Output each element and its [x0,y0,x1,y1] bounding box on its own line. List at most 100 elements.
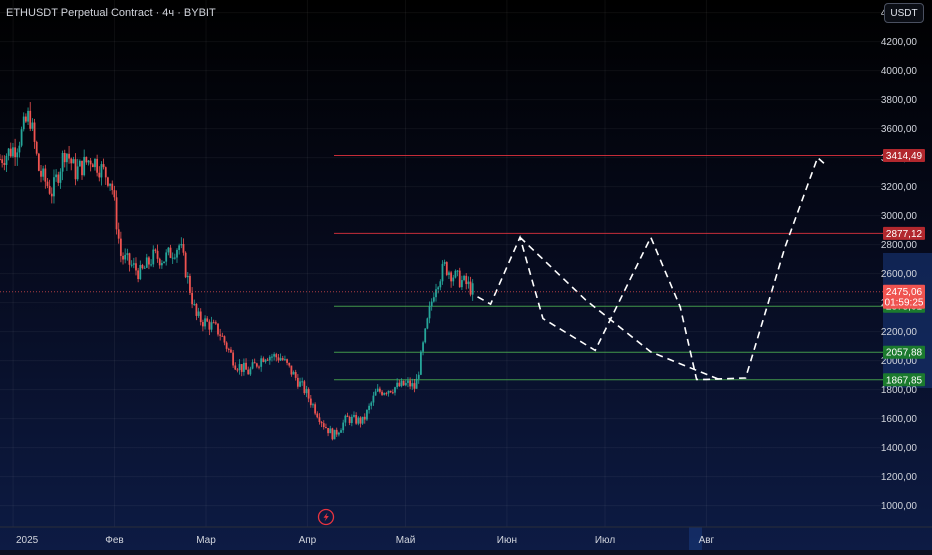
projection-drawing[interactable] [477,156,825,382]
symbol-title: ETHUSDT Perpetual Contract · 4ч · BYBIT [6,7,216,19]
candle-body [307,389,310,399]
candle-body [150,264,152,266]
candle-body [169,247,172,258]
candle-body [234,365,237,370]
last-price-tag-bg [883,284,925,309]
candle-body [83,156,86,176]
candle-body [452,277,455,282]
candle-body [31,122,34,129]
candle-body [238,364,241,371]
candle-body [37,153,40,171]
candle-body [385,393,388,395]
candle-body [98,172,101,178]
candle-body [76,166,79,180]
candle-body [217,323,219,335]
candle-body [305,389,308,394]
candle-body [143,267,146,269]
candle-body [266,359,269,361]
candle-body [210,322,213,330]
candle-body [353,415,355,417]
candle-body [145,257,148,268]
candle-body [396,382,399,388]
candle-body [268,356,271,361]
last-price-label: 2475,06 [886,287,923,298]
candle-body [292,372,295,375]
candle-body [240,364,243,372]
candle-body [342,422,345,431]
candle-body [102,164,105,168]
candle-body [275,354,278,358]
candle-body [61,152,64,172]
candle-body [443,262,446,264]
candle-body [253,362,256,364]
candle-body [309,398,312,406]
candle-body [376,388,379,392]
candle-body [374,391,377,396]
candle-body [191,292,194,305]
candle-body [301,381,304,383]
candle-body [223,336,226,343]
candle-body [469,281,472,295]
candle-body [165,252,168,262]
candle-body [214,322,217,324]
candle-body [154,249,157,251]
candle-body [57,174,60,183]
candle-body [186,275,189,278]
candle-body [348,417,351,423]
lightning-icon[interactable] [317,508,335,526]
candle-body [435,289,437,298]
candle-body [372,395,375,403]
time-axis[interactable]: 2025 Фев Мар Апр Май Июн Июл Авг [0,526,932,546]
candle-body [22,116,25,130]
candle-body [219,334,222,336]
time-axis-highlight [689,527,702,550]
candle-body [111,183,114,191]
currency-button[interactable]: USDT [884,3,924,23]
candle-body [5,155,8,165]
time-tick-label: Фев [105,535,123,546]
candle-body [422,342,424,352]
candle-body [404,382,407,386]
candle-body [316,413,319,418]
level-label-bg [883,345,925,359]
candle-body [206,318,209,322]
candle-body [327,427,329,434]
candle-body [402,380,405,386]
candle-body [299,381,301,387]
candle-body [333,429,336,440]
candle-body [426,318,429,329]
candle-body [273,354,276,357]
candle-body [128,253,131,265]
candle-body [178,245,181,250]
candle-body [366,410,368,420]
candle-body [413,383,416,389]
candle-body [296,377,299,387]
level-label: 1867,85 [886,375,923,386]
candle-body [0,159,1,161]
candle-body [322,423,325,428]
candle-body [94,158,96,168]
candle-body [50,193,53,197]
candle-body [400,380,403,387]
candle-body [320,421,323,424]
price-axis[interactable]: 4400,004200,004000,003800,003600,003400,… [881,8,918,512]
candle-body [184,252,187,278]
candle-body [407,380,409,383]
candle-body [286,359,288,363]
price-tick-label: 1200,00 [881,472,918,483]
candlesticks [0,102,474,441]
candle-body [243,362,245,372]
candle-body [260,358,263,367]
candle-body [262,358,265,362]
level-label-bg [883,226,925,240]
candle-body [85,156,88,163]
candle-body [337,432,340,435]
candle-body [42,168,45,177]
horizontal-levels[interactable] [334,154,883,381]
candle-body [96,158,99,173]
candle-body [68,153,70,159]
candle-body [70,158,73,164]
level-label: 2057,88 [886,348,923,359]
